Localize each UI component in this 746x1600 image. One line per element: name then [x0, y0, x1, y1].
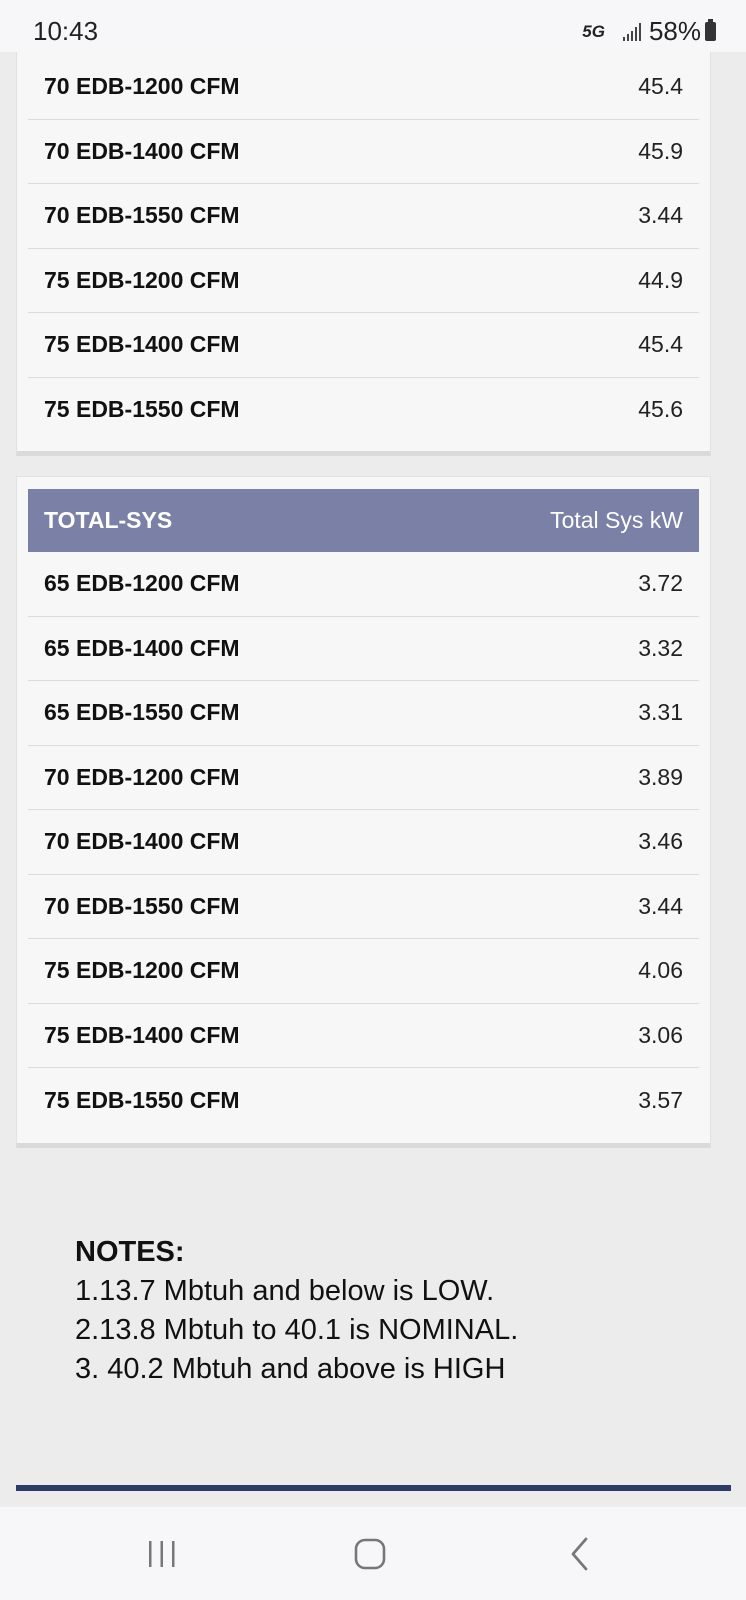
footer-divider — [16, 1485, 731, 1491]
row-value: 44.9 — [638, 266, 683, 293]
table-row: 75 EDB-1200 CFM 4.06 — [28, 939, 699, 1004]
table-row: 65 EDB-1550 CFM 3.31 — [28, 681, 699, 746]
row-label: 70 EDB-1400 CFM — [44, 828, 240, 855]
row-label: 75 EDB-1550 CFM — [44, 396, 240, 423]
row-value: 45.4 — [638, 331, 683, 358]
row-value: 4.06 — [638, 957, 683, 984]
row-value: 45.6 — [638, 396, 683, 423]
row-label: 75 EDB-1550 CFM — [44, 1086, 240, 1113]
table-row: 70 EDB-1400 CFM 3.46 — [28, 810, 699, 875]
row-label: 65 EDB-1200 CFM — [44, 570, 240, 597]
results-card-top: 70 EDB-1200 CFM 45.4 70 EDB-1400 CFM 45.… — [16, 40, 711, 456]
results-table-top: 70 EDB-1200 CFM 45.4 70 EDB-1400 CFM 45.… — [28, 55, 699, 442]
table-row: 75 EDB-1200 CFM 44.9 — [28, 249, 699, 313]
row-label: 75 EDB-1200 CFM — [44, 957, 240, 984]
battery-percent: 58% — [648, 16, 701, 46]
table-row: 70 EDB-1400 CFM 45.9 — [28, 120, 699, 184]
row-label: 65 EDB-1400 CFM — [44, 634, 240, 661]
row-value: 3.44 — [638, 892, 683, 919]
home-icon — [354, 1538, 386, 1570]
battery-icon — [705, 19, 716, 41]
notes-section: NOTES: 1.13.7 Mbtuh and below is LOW. 2.… — [75, 1233, 518, 1389]
row-label: 70 EDB-1200 CFM — [44, 763, 240, 790]
row-label: 65 EDB-1550 CFM — [44, 699, 240, 726]
status-indicators: 5G 58% — [582, 16, 716, 47]
back-icon — [571, 1537, 588, 1571]
row-value: 3.57 — [638, 1086, 683, 1113]
row-value: 3.44 — [638, 202, 683, 229]
row-value: 3.46 — [638, 828, 683, 855]
row-value: 45.9 — [638, 137, 683, 164]
table-row: 75 EDB-1550 CFM 3.57 — [28, 1068, 699, 1133]
row-label: 75 EDB-1200 CFM — [44, 266, 240, 293]
row-label: 75 EDB-1400 CFM — [44, 1021, 240, 1048]
recents-icon — [149, 1541, 175, 1567]
row-label: 70 EDB-1550 CFM — [44, 202, 240, 229]
table-row: 70 EDB-1200 CFM 3.89 — [28, 746, 699, 810]
row-value: 3.06 — [638, 1021, 683, 1048]
navigation-bar — [0, 1507, 746, 1600]
recents-button[interactable] — [132, 1529, 192, 1579]
back-button[interactable] — [550, 1529, 610, 1579]
header-total-sys-kw: Total Sys kW — [550, 507, 683, 533]
table-row: 75 EDB-1400 CFM 3.06 — [28, 1004, 699, 1068]
row-value: 3.32 — [638, 634, 683, 661]
row-value: 3.31 — [638, 699, 683, 726]
table-row: 75 EDB-1550 CFM 45.6 — [28, 378, 699, 443]
note-line: 3. 40.2 Mbtuh and above is HIGH — [75, 1353, 506, 1385]
row-value: 45.4 — [638, 73, 683, 100]
table-header: TOTAL-SYS Total Sys kW — [28, 489, 699, 552]
home-button[interactable] — [340, 1529, 400, 1579]
header-total-sys: TOTAL-SYS — [44, 507, 173, 533]
table-row: 65 EDB-1200 CFM 3.72 — [28, 552, 699, 617]
signal-icon — [622, 22, 641, 41]
table-row: 65 EDB-1400 CFM 3.32 — [28, 617, 699, 681]
row-label: 70 EDB-1550 CFM — [44, 892, 240, 919]
table-row: 70 EDB-1550 CFM 3.44 — [28, 184, 699, 249]
total-sys-card: TOTAL-SYS Total Sys kW 65 EDB-1200 CFM 3… — [16, 476, 711, 1148]
note-line: 2.13.8 Mbtuh to 40.1 is NOMINAL. — [75, 1314, 519, 1346]
total-sys-table: TOTAL-SYS Total Sys kW 65 EDB-1200 CFM 3… — [28, 489, 699, 1133]
table-row: 70 EDB-1200 CFM 45.4 — [28, 55, 699, 120]
note-line: 1.13.7 Mbtuh and below is LOW. — [75, 1275, 495, 1307]
table-row: 75 EDB-1400 CFM 45.4 — [28, 313, 699, 378]
row-value: 3.72 — [638, 570, 683, 597]
row-label: 75 EDB-1400 CFM — [44, 331, 240, 358]
status-time: 10:43 — [33, 16, 99, 46]
row-label: 70 EDB-1400 CFM — [44, 137, 240, 164]
row-label: 70 EDB-1200 CFM — [44, 73, 240, 100]
network-type: 5G — [582, 21, 605, 41]
table-row: 70 EDB-1550 CFM 3.44 — [28, 875, 699, 939]
status-bar: 10:43 5G 58% — [0, 0, 746, 52]
notes-title: NOTES: — [75, 1236, 185, 1268]
row-value: 3.89 — [638, 763, 683, 790]
